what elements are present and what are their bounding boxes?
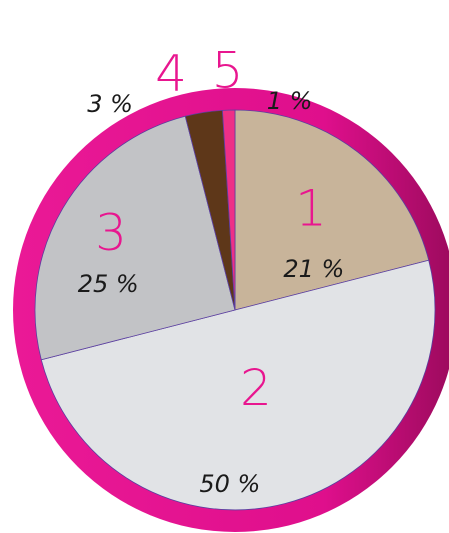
slice-percent-label-4: 3 % bbox=[87, 90, 133, 118]
slice-percent-label-2: 50 % bbox=[199, 470, 260, 498]
pie-slice-3 bbox=[34, 115, 236, 361]
pie-slices bbox=[34, 109, 436, 511]
slice-number-label-4: 4 bbox=[155, 44, 187, 102]
slice-number-label-2: 2 bbox=[240, 359, 272, 417]
pie-labels: 1 21 % 2 50 % 3 25 % 4 3 % 5 1 % bbox=[78, 42, 345, 498]
pie-slice-1 bbox=[234, 109, 430, 311]
slice-number-label-1: 1 bbox=[295, 180, 327, 238]
slice-percent-label-1: 21 % bbox=[283, 255, 344, 283]
slice-number-label-5: 5 bbox=[212, 42, 244, 100]
pie-slice-2 bbox=[40, 259, 436, 511]
pie-slice-5 bbox=[222, 109, 236, 311]
slice-number-label-3: 3 bbox=[95, 204, 127, 262]
slice-percent-label-5: 1 % bbox=[267, 87, 313, 115]
slice-percent-label-3: 25 % bbox=[78, 270, 139, 298]
